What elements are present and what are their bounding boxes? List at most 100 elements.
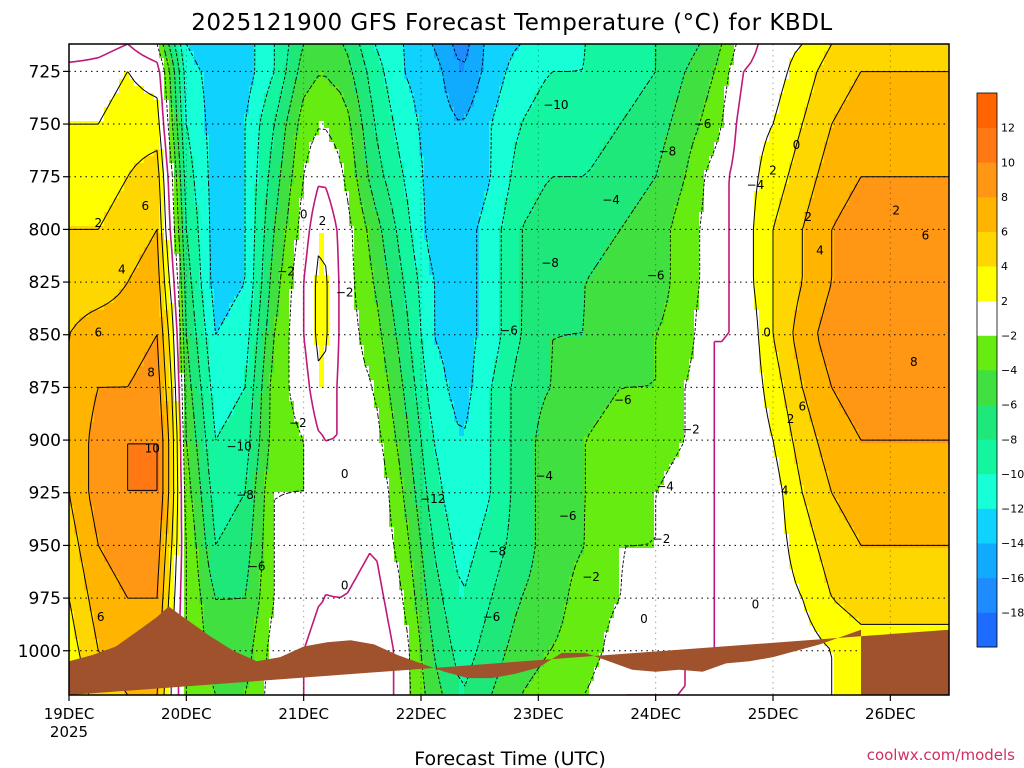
temperature-cell	[134, 618, 140, 626]
temperature-cell	[69, 240, 75, 248]
temperature-cell	[314, 604, 320, 612]
temperature-cell	[79, 289, 85, 297]
temperature-cell	[174, 275, 180, 283]
temperature-cell	[214, 72, 220, 80]
temperature-cell	[269, 548, 275, 556]
temperature-cell	[284, 625, 290, 633]
temperature-cell	[269, 534, 275, 542]
temperature-cell	[319, 513, 325, 521]
temperature-cell	[259, 485, 265, 493]
temperature-cell	[284, 338, 290, 346]
temperature-cell	[149, 254, 155, 262]
temperature-cell	[304, 373, 310, 381]
temperature-cell	[134, 387, 140, 395]
temperature-cell	[264, 366, 270, 374]
temperature-cell	[114, 107, 120, 115]
temperature-cell	[324, 443, 330, 451]
temperature-cell	[204, 562, 210, 570]
temperature-cell	[264, 275, 270, 283]
temperature-cell	[164, 296, 170, 304]
temperature-cell	[229, 296, 235, 304]
temperature-cell	[149, 415, 155, 423]
temperature-cell	[264, 485, 270, 493]
temperature-cell	[289, 79, 295, 87]
temperature-cell	[289, 191, 295, 199]
temperature-cell	[299, 331, 305, 339]
temperature-cell	[104, 478, 110, 486]
temperature-cell	[179, 324, 185, 332]
temperature-cell	[229, 359, 235, 367]
temperature-cell	[234, 135, 240, 143]
temperature-cell	[194, 177, 200, 185]
temperature-cell	[89, 338, 95, 346]
temperature-cell	[224, 198, 230, 206]
temperature-cell	[224, 289, 230, 297]
temperature-cell	[214, 303, 220, 311]
temperature-cell	[129, 401, 135, 409]
temperature-cell	[274, 163, 280, 171]
temperature-cell	[209, 254, 215, 262]
temperature-cell	[89, 541, 95, 549]
temperature-cell	[319, 345, 325, 353]
temperature-cell	[189, 100, 195, 108]
temperature-cell	[279, 317, 285, 325]
temperature-cell	[199, 114, 205, 122]
temperature-cell	[89, 513, 95, 521]
temperature-cell	[284, 156, 290, 164]
temperature-cell	[79, 65, 85, 73]
temperature-cell	[259, 163, 265, 171]
temperature-cell	[194, 688, 200, 695]
temperature-cell	[334, 65, 340, 73]
temperature-cell	[94, 72, 100, 80]
temperature-cell	[299, 632, 305, 640]
temperature-cell	[309, 548, 315, 556]
temperature-cell	[194, 51, 200, 59]
temperature-cell	[189, 534, 195, 542]
temperature-cell	[109, 555, 115, 563]
temperature-cell	[229, 639, 235, 647]
temperature-cell	[239, 401, 245, 409]
temperature-cell	[219, 688, 225, 695]
temperature-cell	[219, 583, 225, 591]
temperature-cell	[279, 107, 285, 115]
temperature-cell	[284, 254, 290, 262]
temperature-cell	[304, 387, 310, 395]
temperature-cell	[284, 401, 290, 409]
temperature-cell	[139, 373, 145, 381]
temperature-cell	[274, 443, 280, 451]
temperature-cell	[184, 415, 190, 423]
temperature-cell	[209, 548, 215, 556]
temperature-cell	[199, 86, 205, 94]
temperature-cell	[254, 86, 260, 94]
temperature-cell	[99, 450, 105, 458]
temperature-cell	[239, 499, 245, 507]
temperature-cell	[114, 583, 120, 591]
temperature-cell	[174, 79, 180, 87]
temperature-cell	[139, 415, 145, 423]
temperature-cell	[159, 177, 165, 185]
temperature-cell	[79, 373, 85, 381]
temperature-cell	[184, 471, 190, 479]
temperature-cell	[284, 688, 290, 695]
temperature-cell	[134, 44, 140, 52]
temperature-cell	[274, 373, 280, 381]
temperature-cell	[259, 240, 265, 248]
temperature-cell	[94, 135, 100, 143]
temperature-cell	[104, 324, 110, 332]
temperature-cell	[284, 618, 290, 626]
temperature-cell	[169, 233, 175, 241]
temperature-cell	[84, 464, 90, 472]
temperature-cell	[259, 177, 265, 185]
temperature-cell	[164, 534, 170, 542]
temperature-cell	[324, 44, 330, 52]
temperature-cell	[249, 688, 255, 695]
temperature-cell	[279, 520, 285, 528]
temperature-cell	[209, 338, 215, 346]
temperature-cell	[324, 471, 330, 479]
temperature-cell	[109, 261, 115, 269]
temperature-cell	[194, 163, 200, 171]
temperature-cell	[219, 639, 225, 647]
temperature-cell	[139, 128, 145, 136]
temperature-cell	[214, 65, 220, 73]
temperature-cell	[324, 359, 330, 367]
